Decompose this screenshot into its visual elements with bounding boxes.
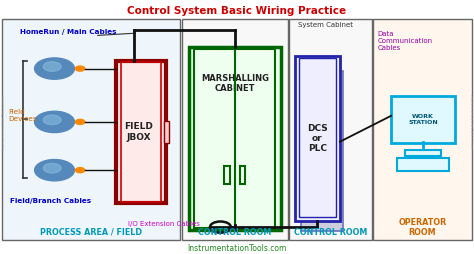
Circle shape (35, 111, 74, 133)
FancyBboxPatch shape (301, 71, 343, 231)
Text: WORK
STATION: WORK STATION (408, 114, 438, 125)
Text: Data
Communication
Cables: Data Communication Cables (377, 31, 432, 51)
Circle shape (43, 62, 61, 71)
Text: FIELD
JBOX: FIELD JBOX (124, 122, 153, 142)
Text: DCS
or
PLC: DCS or PLC (307, 123, 328, 153)
Circle shape (75, 168, 85, 173)
Circle shape (35, 58, 74, 79)
FancyBboxPatch shape (189, 47, 281, 230)
Text: InstrumentationTools.com: InstrumentationTools.com (187, 244, 287, 253)
Circle shape (75, 119, 85, 124)
Text: OPERATOR
ROOM: OPERATOR ROOM (398, 218, 447, 237)
Text: HomeRun / Main Cables: HomeRun / Main Cables (20, 29, 117, 35)
FancyBboxPatch shape (182, 19, 288, 240)
Text: MARSHALLING
CABINET: MARSHALLING CABINET (201, 74, 269, 93)
FancyBboxPatch shape (164, 121, 169, 144)
Text: InstrumentationTools.com: InstrumentationTools.com (468, 94, 472, 150)
FancyBboxPatch shape (289, 19, 372, 240)
Text: InstrumentationTools.com: InstrumentationTools.com (2, 94, 6, 150)
Circle shape (43, 163, 61, 173)
Text: I/O Extension Cables: I/O Extension Cables (128, 221, 200, 227)
Text: Control System Basic Wiring Practice: Control System Basic Wiring Practice (128, 6, 346, 16)
FancyBboxPatch shape (295, 56, 340, 221)
FancyBboxPatch shape (373, 19, 472, 240)
Text: System Cabinet: System Cabinet (298, 22, 353, 28)
FancyBboxPatch shape (397, 158, 448, 171)
FancyBboxPatch shape (2, 19, 180, 240)
Text: CONTROL ROOM: CONTROL ROOM (198, 228, 272, 237)
FancyBboxPatch shape (116, 61, 166, 203)
FancyBboxPatch shape (391, 96, 455, 143)
FancyBboxPatch shape (405, 150, 441, 156)
Circle shape (35, 160, 74, 181)
Text: CONTROL ROOM: CONTROL ROOM (294, 228, 367, 237)
Circle shape (75, 66, 85, 71)
Circle shape (43, 115, 61, 125)
Text: Field/Branch Cables: Field/Branch Cables (10, 198, 91, 204)
Text: Field
Devices: Field Devices (9, 109, 37, 122)
Text: PROCESS AREA / FIELD: PROCESS AREA / FIELD (40, 228, 142, 237)
